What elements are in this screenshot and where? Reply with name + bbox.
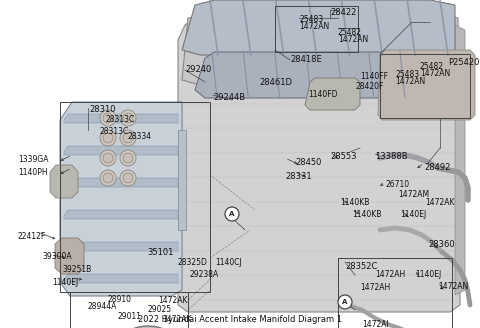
Circle shape	[100, 130, 116, 146]
Text: 28325D: 28325D	[178, 258, 208, 267]
Bar	[380, 54, 470, 118]
Text: 28422: 28422	[330, 8, 356, 17]
Text: 1140FF: 1140FF	[360, 72, 388, 81]
Circle shape	[120, 150, 136, 166]
Circle shape	[103, 133, 113, 143]
Text: 13388B: 13388B	[375, 152, 408, 161]
Text: 28331: 28331	[285, 172, 312, 181]
Text: 28944A: 28944A	[87, 302, 116, 311]
Text: 28352C: 28352C	[345, 262, 377, 271]
Text: 28334: 28334	[128, 132, 152, 141]
Polygon shape	[182, 5, 458, 85]
Text: 25483: 25483	[299, 15, 323, 24]
Text: 1472AN: 1472AN	[299, 22, 329, 31]
Text: A: A	[342, 299, 348, 305]
Text: 29025: 29025	[148, 305, 172, 314]
Text: 1140FD: 1140FD	[308, 90, 337, 99]
Polygon shape	[178, 18, 460, 312]
Text: 1472AK: 1472AK	[162, 315, 192, 324]
Text: 28461D: 28461D	[259, 78, 292, 87]
Text: 1472AK: 1472AK	[158, 296, 188, 305]
Polygon shape	[50, 165, 78, 198]
Text: A: A	[229, 211, 235, 217]
Text: 1472AN: 1472AN	[438, 282, 468, 291]
Text: 1140EJ: 1140EJ	[415, 270, 441, 279]
Circle shape	[103, 173, 113, 183]
Circle shape	[123, 173, 133, 183]
Text: 28420F: 28420F	[355, 82, 384, 91]
Bar	[70, 292, 188, 328]
Text: 25482: 25482	[338, 28, 362, 37]
Text: 28910: 28910	[108, 295, 132, 304]
Text: 1140EJ: 1140EJ	[400, 210, 426, 219]
Text: 35101: 35101	[147, 248, 173, 257]
Bar	[60, 102, 210, 292]
Text: 28418E: 28418E	[290, 55, 322, 64]
Text: 1140PH: 1140PH	[18, 168, 48, 177]
Polygon shape	[64, 242, 178, 251]
Text: 1140CJ: 1140CJ	[215, 258, 242, 267]
Bar	[338, 258, 452, 328]
Circle shape	[106, 326, 190, 328]
Circle shape	[103, 113, 113, 123]
Polygon shape	[64, 178, 178, 187]
Text: 28313C: 28313C	[105, 115, 134, 124]
Bar	[178, 130, 186, 230]
Polygon shape	[60, 102, 182, 296]
Text: 29238A: 29238A	[190, 270, 219, 279]
Text: 28313C: 28313C	[100, 127, 129, 136]
Text: 29244B: 29244B	[213, 93, 245, 102]
Text: P25420: P25420	[448, 58, 480, 67]
Polygon shape	[182, 0, 455, 55]
Text: 1140KB: 1140KB	[352, 210, 382, 219]
Text: 39251B: 39251B	[62, 265, 91, 274]
Circle shape	[123, 133, 133, 143]
Text: 1472AK: 1472AK	[425, 198, 455, 207]
Polygon shape	[55, 238, 84, 274]
Polygon shape	[195, 52, 410, 98]
Text: 1140EJ: 1140EJ	[52, 278, 78, 287]
Circle shape	[338, 295, 352, 309]
Circle shape	[103, 153, 113, 163]
Polygon shape	[64, 114, 178, 123]
Text: 26710: 26710	[385, 180, 409, 189]
Text: 28360: 28360	[428, 240, 455, 249]
Circle shape	[100, 110, 116, 126]
Text: 1140KB: 1140KB	[340, 198, 370, 207]
Text: 29240: 29240	[185, 65, 211, 74]
Text: 1472AH: 1472AH	[360, 283, 390, 292]
Polygon shape	[378, 50, 475, 120]
Text: 28310: 28310	[89, 105, 116, 114]
Text: 2022 Hyundai Accent Intake Manifold Diagram 1: 2022 Hyundai Accent Intake Manifold Diag…	[138, 315, 342, 324]
Circle shape	[100, 150, 116, 166]
Circle shape	[123, 113, 133, 123]
Bar	[275, 6, 358, 52]
Text: 28450: 28450	[295, 158, 322, 167]
Text: 1472AI: 1472AI	[362, 320, 389, 328]
Text: 1472AH: 1472AH	[375, 270, 405, 279]
Text: 22412F: 22412F	[18, 232, 46, 241]
Text: 29011: 29011	[118, 312, 142, 321]
Circle shape	[120, 170, 136, 186]
Text: 1472AN: 1472AN	[395, 77, 425, 86]
Text: 28492: 28492	[424, 163, 450, 172]
Text: 1472AN: 1472AN	[420, 69, 450, 78]
Circle shape	[100, 170, 116, 186]
Polygon shape	[64, 210, 178, 219]
Polygon shape	[64, 274, 178, 283]
Polygon shape	[455, 25, 465, 295]
Text: 1472AM: 1472AM	[398, 190, 429, 199]
Polygon shape	[305, 78, 360, 110]
Text: 25482: 25482	[420, 62, 444, 71]
Text: 1339GA: 1339GA	[18, 155, 48, 164]
Circle shape	[120, 110, 136, 126]
Circle shape	[120, 130, 136, 146]
Text: 28553: 28553	[330, 152, 357, 161]
Polygon shape	[64, 146, 178, 155]
Text: 39300A: 39300A	[42, 252, 72, 261]
Circle shape	[225, 207, 239, 221]
Text: 1472AN: 1472AN	[338, 35, 368, 44]
Circle shape	[123, 153, 133, 163]
Text: 25483: 25483	[395, 70, 419, 79]
